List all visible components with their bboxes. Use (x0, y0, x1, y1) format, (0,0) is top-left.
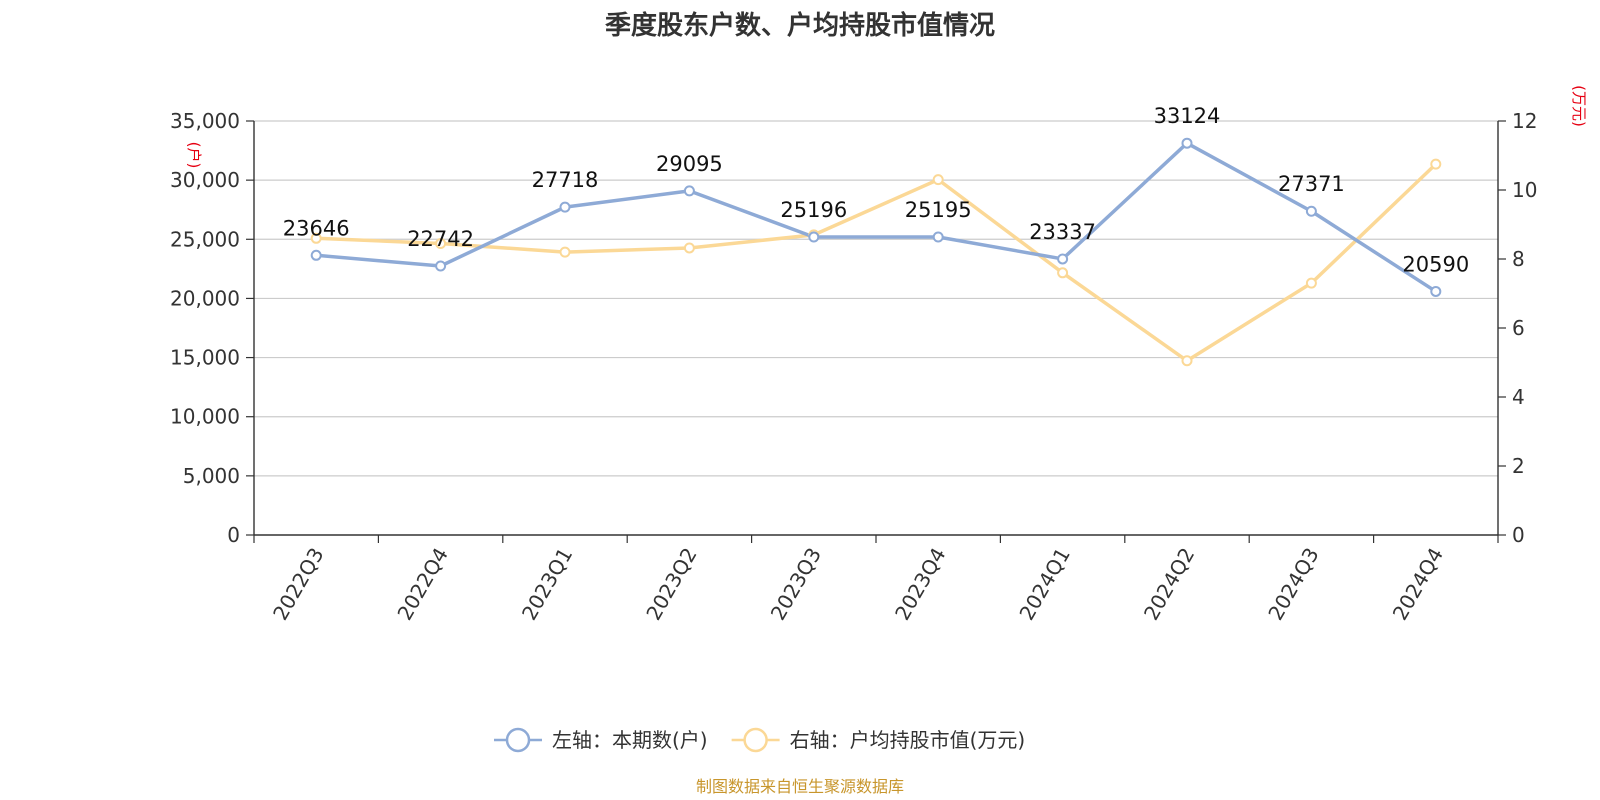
series-points (310, 137, 1442, 367)
data-point-left[interactable] (559, 201, 571, 213)
data-label: 23646 (283, 216, 350, 240)
right-tick-label: 8 (1512, 247, 1525, 271)
right-tick-label: 10 (1512, 178, 1537, 202)
chart-title: 季度股东户数、户均持股市值情况 (605, 10, 995, 41)
data-label: 22742 (407, 227, 474, 251)
data-point-right[interactable] (1181, 355, 1193, 367)
data-label: 23337 (1029, 220, 1096, 244)
series-line-left (314, 141, 1438, 294)
data-point-right[interactable] (683, 242, 695, 254)
data-point-left[interactable] (1305, 205, 1317, 217)
grid (254, 120, 1498, 477)
data-labels: 23646 22742 27718 29095 25196 25195 23337 33124… (283, 104, 1469, 276)
left-tick-label: 35,000 (170, 109, 240, 133)
left-tick-label: 15,000 (170, 346, 240, 370)
data-point-left[interactable] (1181, 137, 1193, 149)
data-label: 20590 (1402, 252, 1469, 276)
data-point-right[interactable] (1430, 158, 1442, 170)
legend-marker-icon (505, 727, 531, 753)
x-tick-label: 2022Q3 (268, 544, 328, 625)
x-tick-label: 2023Q1 (517, 544, 577, 625)
data-point-right[interactable] (932, 174, 944, 186)
legend-item-right[interactable]: 右轴：户均持股市值(万元) (731, 727, 1026, 753)
data-label: 25195 (905, 198, 972, 222)
legend[interactable]: 左轴：本期数(户) 右轴：户均持股市值(万元) (494, 727, 1026, 753)
right-axis-unit: (万元) (1570, 85, 1588, 127)
data-point-left[interactable] (1430, 285, 1442, 297)
data-point-right[interactable] (435, 237, 447, 249)
right-tick-label: 6 (1512, 316, 1525, 340)
x-tick-label: 2024Q4 (1388, 544, 1448, 625)
x-tick-label: 2023Q3 (766, 544, 826, 625)
left-tick-label: 20,000 (170, 286, 240, 310)
legend-item-left[interactable]: 左轴：本期数(户) (494, 727, 708, 753)
axes: 0 5,000 10,000 15,000 20,000 25,000 30,000 35,0… (170, 85, 1588, 624)
data-label: 27718 (532, 168, 599, 192)
left-tick-label: 30,000 (170, 168, 240, 192)
right-tick-label: 12 (1512, 109, 1537, 133)
right-tick-label: 4 (1512, 385, 1525, 409)
legend-label: 左轴：本期数(户) (552, 728, 708, 752)
data-point-left[interactable] (932, 231, 944, 243)
left-tick-label: 0 (227, 523, 240, 547)
right-tick-label: 2 (1512, 454, 1525, 478)
data-point-left[interactable] (310, 249, 322, 261)
x-tick-label: 2023Q4 (890, 543, 950, 624)
x-tick-label: 2024Q1 (1014, 544, 1074, 625)
data-point-right[interactable] (559, 246, 571, 258)
data-label: 29095 (656, 152, 723, 176)
legend-marker-icon (743, 727, 768, 753)
source-note: 制图数据来自恒生聚源数据库 (696, 777, 904, 796)
left-tick-label: 25,000 (170, 227, 240, 251)
data-label: 33124 (1154, 104, 1221, 128)
data-point-left[interactable] (808, 231, 820, 243)
right-tick-label: 0 (1512, 523, 1525, 547)
x-tick-label: 2023Q2 (641, 544, 701, 625)
x-tick-label: 2022Q4 (392, 544, 452, 625)
data-label: 27371 (1278, 172, 1345, 196)
legend-label: 右轴：户均持股市值(万元) (790, 728, 1026, 752)
left-tick-label: 10,000 (170, 405, 240, 429)
data-point-right[interactable] (1057, 267, 1069, 279)
left-tick-label: 5,000 (183, 464, 240, 488)
data-point-left[interactable] (1057, 253, 1069, 265)
x-tick-label: 2024Q2 (1139, 544, 1199, 625)
data-point-left[interactable] (683, 185, 695, 197)
left-axis-unit: (户) (185, 142, 203, 169)
data-point-right[interactable] (1305, 277, 1317, 289)
data-point-left[interactable] (435, 260, 447, 272)
data-label: 25196 (780, 198, 847, 222)
series-line-right (314, 162, 1438, 363)
x-tick-label: 2024Q3 (1263, 544, 1323, 625)
data-point-right[interactable] (310, 232, 322, 244)
series-lines (314, 141, 1438, 363)
